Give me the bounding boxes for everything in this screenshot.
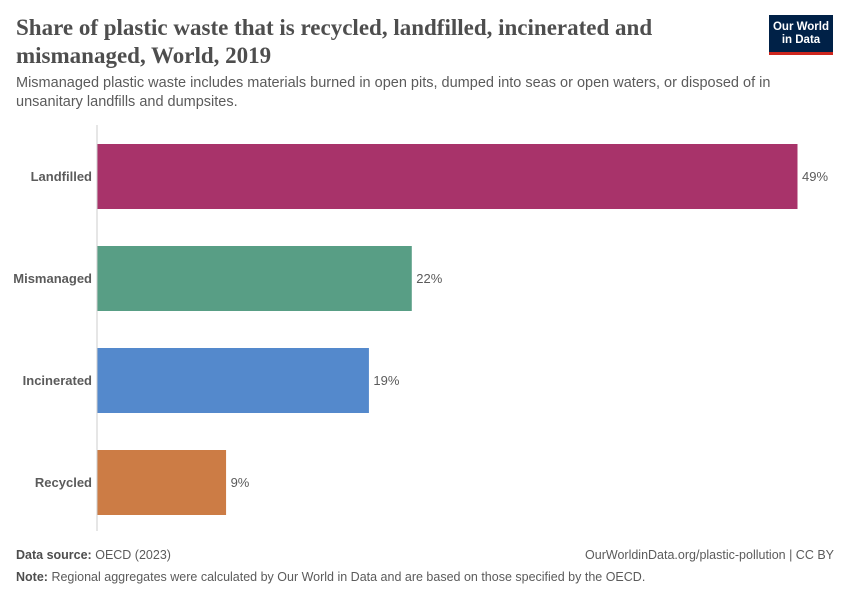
data-source: Data source: OECD (2023) [16,548,171,562]
source-url[interactable]: OurWorldinData.org/plastic-pollution | C… [585,548,834,562]
logo-line2: in Data [781,33,821,46]
owid-logo[interactable]: Our World in Data [769,15,833,55]
value-label: 19% [373,373,399,388]
bar-mismanaged[interactable] [97,246,412,311]
category-label: Mismanaged [13,271,92,286]
value-label: 9% [231,475,250,490]
source-label: Data source: [16,548,92,562]
chart-title: Share of plastic waste that is recycled,… [16,15,653,68]
logo-line1: Our World [772,20,829,33]
value-label: 49% [802,169,828,184]
bar-recycled[interactable] [97,450,227,515]
bar-incinerated[interactable] [97,348,369,413]
chart-subtitle: Mismanaged plastic waste includes materi… [16,75,771,110]
note-label: Note: [16,570,48,584]
category-label: Incinerated [23,373,92,388]
value-label: 22% [416,271,442,286]
bar-landfilled[interactable] [97,144,798,209]
source-value[interactable]: OECD (2023) [95,548,171,562]
category-label: Recycled [35,475,92,490]
note-value: Regional aggregates were calculated by O… [51,570,646,584]
category-label: Landfilled [31,169,92,184]
note: Note: Regional aggregates were calculate… [16,570,645,584]
